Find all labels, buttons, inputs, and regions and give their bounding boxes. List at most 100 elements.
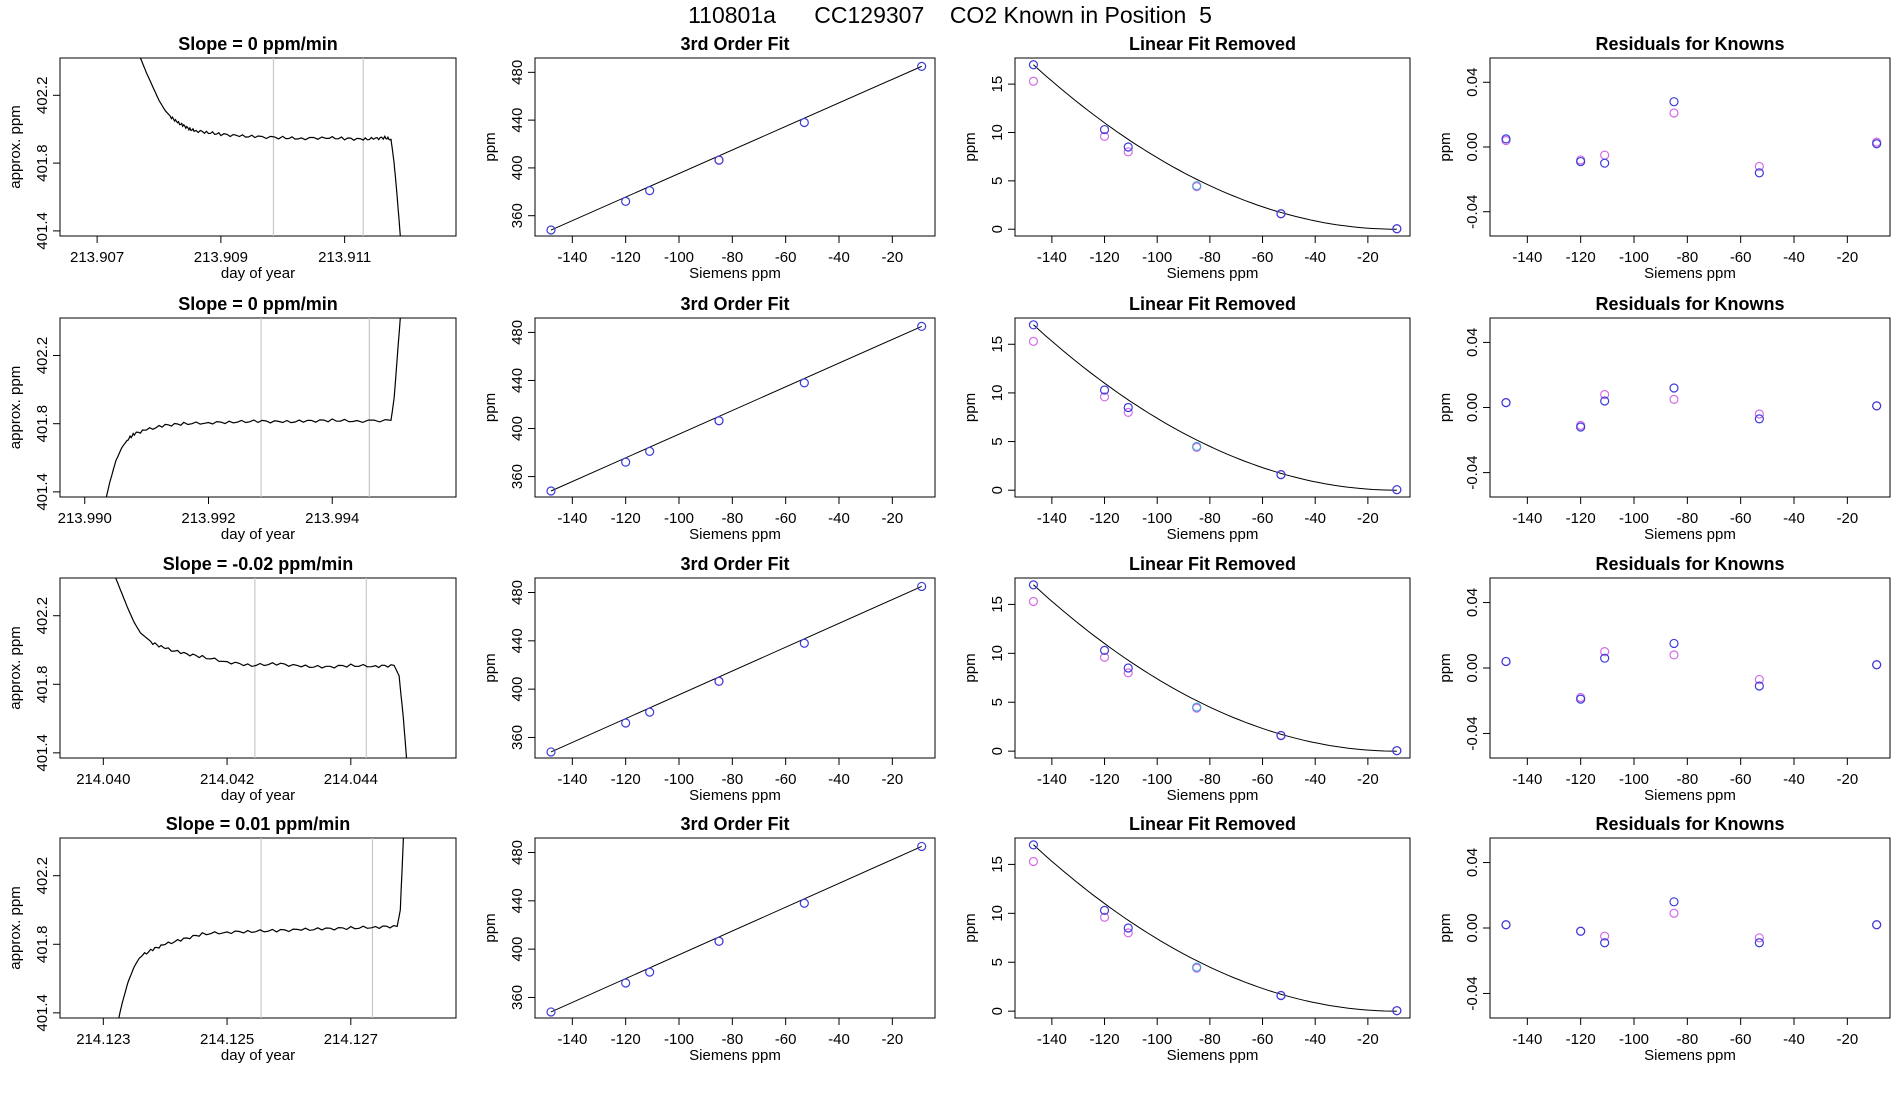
data-layer <box>1028 60 1402 234</box>
reference-point <box>1669 908 1679 918</box>
data-point <box>1669 638 1679 649</box>
y-tick-label: -0.04 <box>1464 195 1481 229</box>
x-tick-label: -80 <box>1199 510 1221 527</box>
data-point <box>714 155 724 165</box>
data-layer <box>1501 638 1882 704</box>
reference-point <box>1099 652 1110 662</box>
y-axis-label: ppm <box>962 653 979 682</box>
x-axis-label: Siemens ppm <box>1644 265 1736 282</box>
y-tick-label: 0.00 <box>1464 393 1481 422</box>
data-point <box>1192 181 1202 191</box>
data-point <box>1501 656 1511 667</box>
data-point <box>1600 653 1610 663</box>
data-layer <box>115 578 408 758</box>
y-tick-label: -0.04 <box>1464 976 1481 1010</box>
x-tick-label: -100 <box>1619 1031 1649 1048</box>
x-tick-label: -140 <box>1512 771 1542 788</box>
y-tick-label: 402.2 <box>34 597 51 635</box>
x-tick-label: 213.994 <box>305 510 359 527</box>
panel-title: Slope = 0 ppm/min <box>178 34 338 54</box>
data-layer <box>105 318 401 497</box>
y-tick-label: 401.4 <box>34 212 51 250</box>
reference-point <box>1669 394 1679 404</box>
data-point <box>1600 938 1610 948</box>
x-tick-label: -60 <box>1252 249 1274 266</box>
panel-r0c3: Residuals for Knowns -140 -120 -100 -80 -60 -4… <box>1437 34 1891 282</box>
x-tick-label: -40 <box>828 1031 850 1048</box>
data-point <box>1099 385 1110 395</box>
data-point <box>621 718 631 728</box>
data-point <box>621 196 631 206</box>
y-tick-label: 0.00 <box>1464 653 1481 682</box>
x-tick-label: -20 <box>881 1031 903 1048</box>
reference-point <box>1099 392 1110 402</box>
data-point <box>917 321 927 332</box>
reference-point <box>1123 928 1133 938</box>
y-tick-label: 480 <box>509 580 526 605</box>
y-tick-label: 400 <box>509 937 526 962</box>
x-tick-label: 214.125 <box>200 1031 254 1048</box>
x-tick-label: -60 <box>1730 771 1752 788</box>
x-tick-label: -100 <box>1619 771 1649 788</box>
x-axis-label: Siemens ppm <box>1167 526 1259 543</box>
y-tick-label: 15 <box>989 336 1006 353</box>
reference-point <box>1754 933 1764 943</box>
x-tick-label: -140 <box>1512 249 1542 266</box>
data-point <box>645 446 655 456</box>
panel-title: 3rd Order Fit <box>680 294 789 314</box>
y-axis-label: ppm <box>482 393 499 422</box>
x-tick-label: -100 <box>1142 1031 1172 1048</box>
y-tick-label: 360 <box>509 725 526 750</box>
y-tick-label: 401.4 <box>34 994 51 1032</box>
x-tick-label: -80 <box>721 249 743 266</box>
x-tick-label: -80 <box>1199 771 1221 788</box>
plot-frame <box>59 57 457 237</box>
x-tick-label: -120 <box>1566 510 1596 527</box>
figure-header: 110801a CC129307 CO2 Known in Position 5 <box>0 2 1900 29</box>
reference-point <box>1669 108 1679 118</box>
y-tick-label: 10 <box>989 645 1006 662</box>
panel-r2c2: Linear Fit Removed -140 -120 -100 -80 -60 -40 -… <box>962 554 1411 804</box>
fit-curve <box>550 845 922 1013</box>
plot-frame <box>1014 57 1411 237</box>
x-tick-label: 213.907 <box>70 249 124 266</box>
reference-point <box>1099 131 1110 141</box>
y-axis-label: ppm <box>962 913 979 942</box>
data-point <box>1192 702 1202 712</box>
plot-frame <box>59 577 457 759</box>
x-tick-label: -120 <box>611 1031 641 1048</box>
data-point <box>1872 920 1882 930</box>
x-tick-label: -60 <box>1252 1031 1274 1048</box>
x-tick-label: -100 <box>1142 249 1172 266</box>
x-tick-label: -140 <box>1037 771 1067 788</box>
fit-curve <box>550 585 922 753</box>
data-point <box>1392 485 1402 495</box>
tank-id: CC129307 <box>814 2 925 28</box>
data-point <box>546 747 556 757</box>
figure-description: CO2 Known in Position 5 <box>949 2 1212 28</box>
y-tick-label: 10 <box>989 124 1006 141</box>
y-tick-label: 0 <box>989 1007 1006 1015</box>
panel-title: Linear Fit Removed <box>1129 814 1296 834</box>
x-tick-label: -140 <box>557 1031 587 1048</box>
data-point <box>1099 905 1110 915</box>
data-point <box>1501 920 1511 930</box>
y-axis-label: ppm <box>962 132 979 161</box>
plot-frame <box>1014 837 1411 1019</box>
data-layer <box>1028 580 1402 756</box>
plot-frame <box>534 577 936 759</box>
y-tick-label: 0 <box>989 486 1006 494</box>
data-layer <box>546 841 927 1017</box>
data-point <box>1754 938 1764 948</box>
y-axis-label: approx. ppm <box>7 105 24 188</box>
data-point <box>1099 645 1110 655</box>
y-tick-label: 10 <box>989 385 1006 402</box>
y-tick-label: 0 <box>989 747 1006 755</box>
x-tick-label: -20 <box>1836 510 1858 527</box>
x-tick-label: -40 <box>1783 1031 1805 1048</box>
fit-curve <box>1033 324 1397 491</box>
y-tick-label: 0.04 <box>1464 328 1481 357</box>
x-tick-label: -100 <box>1619 249 1649 266</box>
y-tick-label: 15 <box>989 596 1006 613</box>
data-layer <box>1501 897 1882 948</box>
